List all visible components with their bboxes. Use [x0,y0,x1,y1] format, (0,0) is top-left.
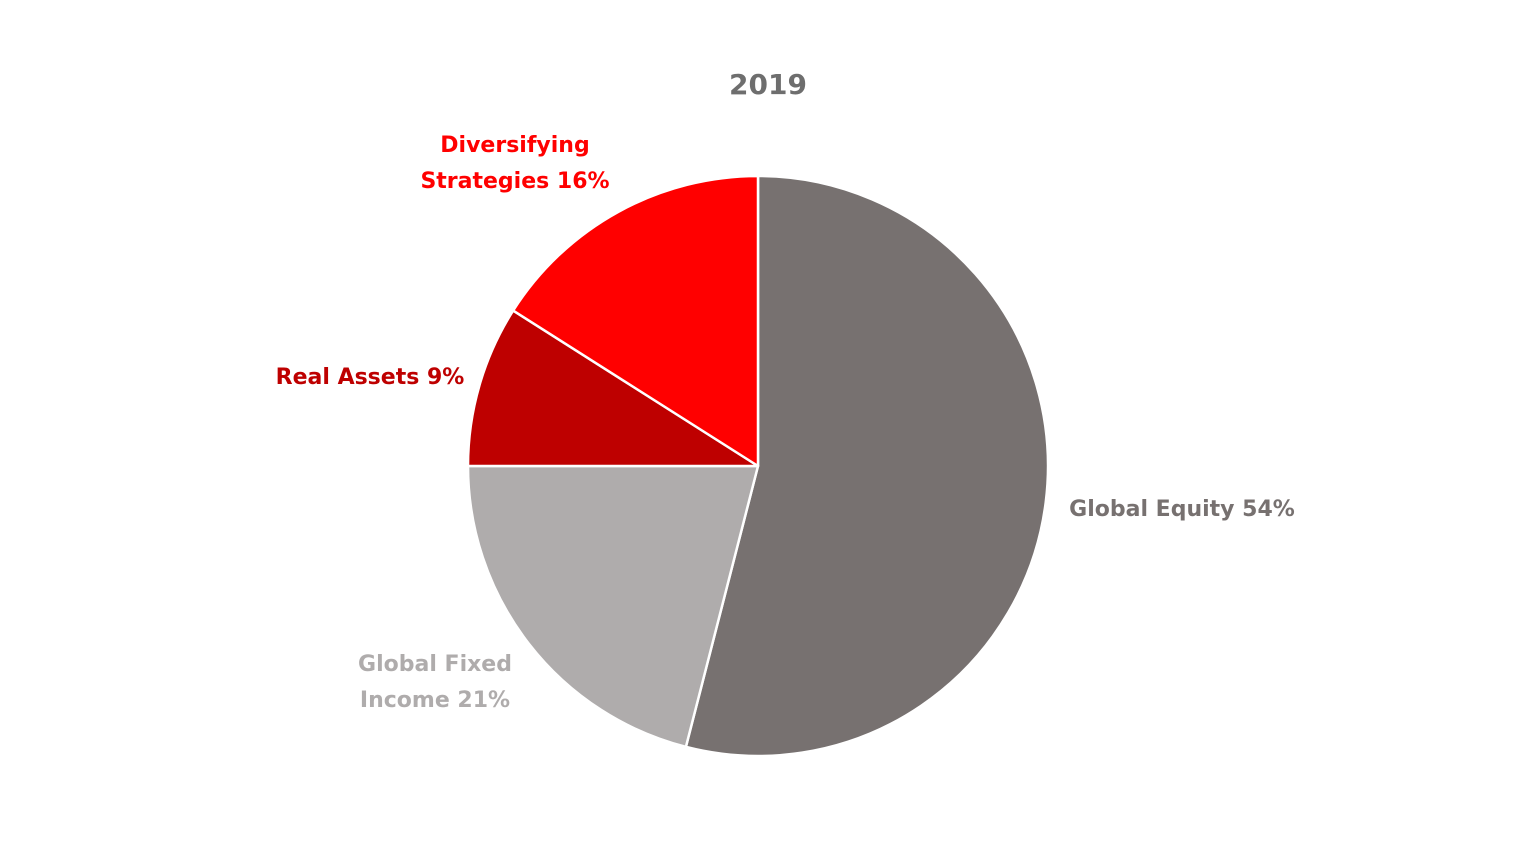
pie-slice-global-fixed-income [466,464,760,749]
slice-label-line: Strategies 16% [420,169,610,194]
chart-title: 2019 [729,68,807,101]
slice-label-line: Global Equity 54% [1069,497,1295,522]
slice-label-global-fixed-income: Global Fixed Income 21% [345,647,525,719]
slice-label-line: Income 21% [359,688,511,713]
slice-label-line: Diversifying [440,133,590,158]
pie-slice-real-assets [466,309,760,468]
pie-slice-diversifying-strategies [511,174,760,468]
slice-label-real-assets: Real Assets 9% [270,360,470,396]
slice-label-line: Real Assets 9% [275,365,465,390]
slice-label-diversifying-strategies: Diversifying Strategies 16% [410,128,620,200]
slice-label-global-equity: Global Equity 54% [1062,492,1302,528]
slice-label-line: Global Fixed [358,652,512,677]
pie-slice-global-equity [684,174,1050,758]
